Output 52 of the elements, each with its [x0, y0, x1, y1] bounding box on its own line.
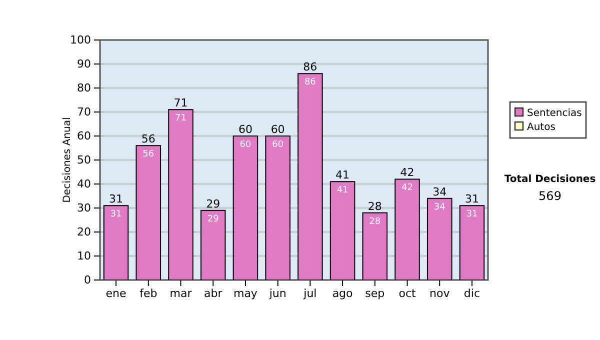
data-label: 86 — [304, 78, 316, 88]
total-label: 41 — [336, 168, 350, 182]
x-tick-label: feb — [140, 286, 158, 300]
y-tick-label: 90 — [77, 58, 91, 71]
y-tick-label: 10 — [77, 250, 91, 263]
x-tick-label: jun — [268, 286, 286, 300]
x-tick-label: jul — [302, 286, 317, 300]
x-tick-label: dic — [464, 286, 480, 300]
data-label: 60 — [240, 140, 252, 150]
x-tick-label: mar — [170, 286, 192, 300]
total-label: 86 — [303, 60, 318, 74]
total-label: 42 — [400, 166, 414, 180]
data-label: 29 — [207, 214, 220, 224]
y-tick-label: 20 — [77, 226, 91, 239]
text: Total Decisiones — [504, 174, 596, 185]
data-label: 28 — [369, 216, 381, 227]
y-tick-label: 80 — [77, 82, 91, 95]
total-label: 34 — [432, 185, 447, 198]
data-label: 56 — [142, 150, 154, 160]
legend-label: Sentencias — [527, 108, 582, 119]
data-label: 60 — [272, 140, 284, 150]
total-label: 56 — [141, 132, 156, 146]
data-label: 42 — [402, 183, 413, 194]
total-label: 71 — [174, 96, 188, 110]
data-label: 34 — [434, 202, 446, 212]
x-tick-label: nov — [430, 286, 450, 300]
data-label: 71 — [175, 114, 186, 124]
total-label: 60 — [238, 123, 252, 136]
y-tick-label: 50 — [77, 154, 91, 167]
total-label: 29 — [206, 197, 220, 210]
total-label: 28 — [368, 200, 382, 213]
x-tick-label: abr — [204, 286, 223, 300]
y-axis-title: Decisiones Anual — [62, 117, 73, 203]
x-tick-label: oct — [398, 286, 416, 300]
x-tick-label: ene — [106, 286, 126, 300]
y-tick-label: 70 — [77, 106, 91, 119]
legend-label: Autos — [527, 122, 556, 133]
data-label: 31 — [110, 210, 122, 220]
y-tick-label: 40 — [77, 178, 91, 191]
y-tick-label: 0 — [84, 274, 91, 287]
y-tick-label: 60 — [77, 130, 91, 143]
total-label: 31 — [464, 192, 479, 206]
total-label: 60 — [270, 123, 285, 136]
x-tick-label: may — [233, 286, 258, 300]
y-tick-label: 100 — [70, 34, 91, 47]
data-label: 41 — [336, 186, 348, 196]
x-tick-label: sep — [365, 286, 385, 300]
total-label: 31 — [109, 192, 124, 206]
y-tick-label: 30 — [77, 202, 91, 215]
x-tick-label: ago — [332, 286, 354, 300]
data-label: 31 — [466, 210, 478, 220]
text: 569 — [538, 189, 562, 203]
